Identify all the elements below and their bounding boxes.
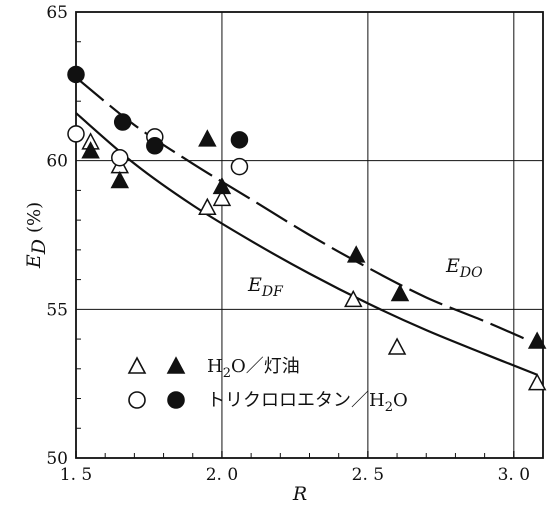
svg-text:ED(%): ED(%) — [23, 202, 50, 269]
filled-circle-point — [113, 113, 132, 131]
open-circle-point — [230, 157, 249, 176]
x-tick-label: 2. 0 — [206, 465, 238, 485]
y-tick-label: 60 — [46, 152, 68, 172]
filled-triangle-point — [81, 141, 100, 159]
x-tick-label: 2. 5 — [352, 465, 384, 485]
fit-curve-edo — [75, 76, 526, 341]
open-triangle-point — [344, 289, 363, 308]
fit-curve-edf — [75, 112, 538, 376]
x-tick-label: 3. 0 — [498, 465, 530, 485]
legend-filled-circle-icon — [167, 391, 185, 409]
curve-label-edo: EDO — [445, 255, 483, 281]
filled-triangle-point — [198, 129, 217, 147]
legend-open-circle-icon — [128, 391, 146, 409]
x-axis-title: R — [292, 483, 307, 505]
legend-filled-triangle-icon — [166, 356, 186, 374]
curve-label-edf: EDF — [247, 274, 284, 300]
axis-ticks: 1. 5 2. 0 2. 5 3. 0 50 55 60 65 — [46, 3, 530, 485]
filled-circle-point — [67, 65, 85, 84]
filled-triangle-point — [212, 176, 232, 195]
open-triangle-point — [527, 373, 547, 391]
filled-triangle-point — [346, 245, 366, 263]
filled-triangle-point — [527, 331, 547, 349]
legend: H2O／灯油 トリクロロエタン／H2O — [127, 356, 408, 415]
data-points — [67, 65, 547, 391]
fit-curves — [75, 76, 538, 376]
open-circle-point — [111, 148, 129, 167]
legend-open-triangle-icon — [127, 356, 147, 374]
filled-circle-point — [230, 131, 249, 149]
filled-triangle-point — [390, 283, 410, 302]
legend-entry-trichloroethane: トリクロロエタン／H2O — [128, 390, 408, 415]
y-tick-label: 55 — [46, 300, 68, 320]
svg-text:トリクロロエタン／H2O: トリクロロエタン／H2O — [207, 390, 408, 415]
open-triangle-point — [198, 197, 217, 215]
svg-text:EDF: EDF — [247, 274, 284, 300]
y-tick-label: 50 — [46, 449, 68, 469]
legend-entry-kerosene: H2O／灯油 — [127, 356, 300, 381]
filled-triangle-point — [110, 170, 130, 189]
open-circle-point — [67, 125, 85, 143]
y-tick-label: 65 — [46, 3, 68, 23]
svg-text:EDO: EDO — [445, 255, 483, 281]
y-axis-title: ED(%) — [23, 202, 50, 269]
x-tick-label: 1. 5 — [60, 465, 92, 485]
filled-circle-point — [146, 137, 164, 155]
open-triangle-point — [212, 188, 232, 207]
svg-text:H2O／灯油: H2O／灯油 — [207, 356, 300, 381]
open-triangle-point — [387, 337, 407, 355]
